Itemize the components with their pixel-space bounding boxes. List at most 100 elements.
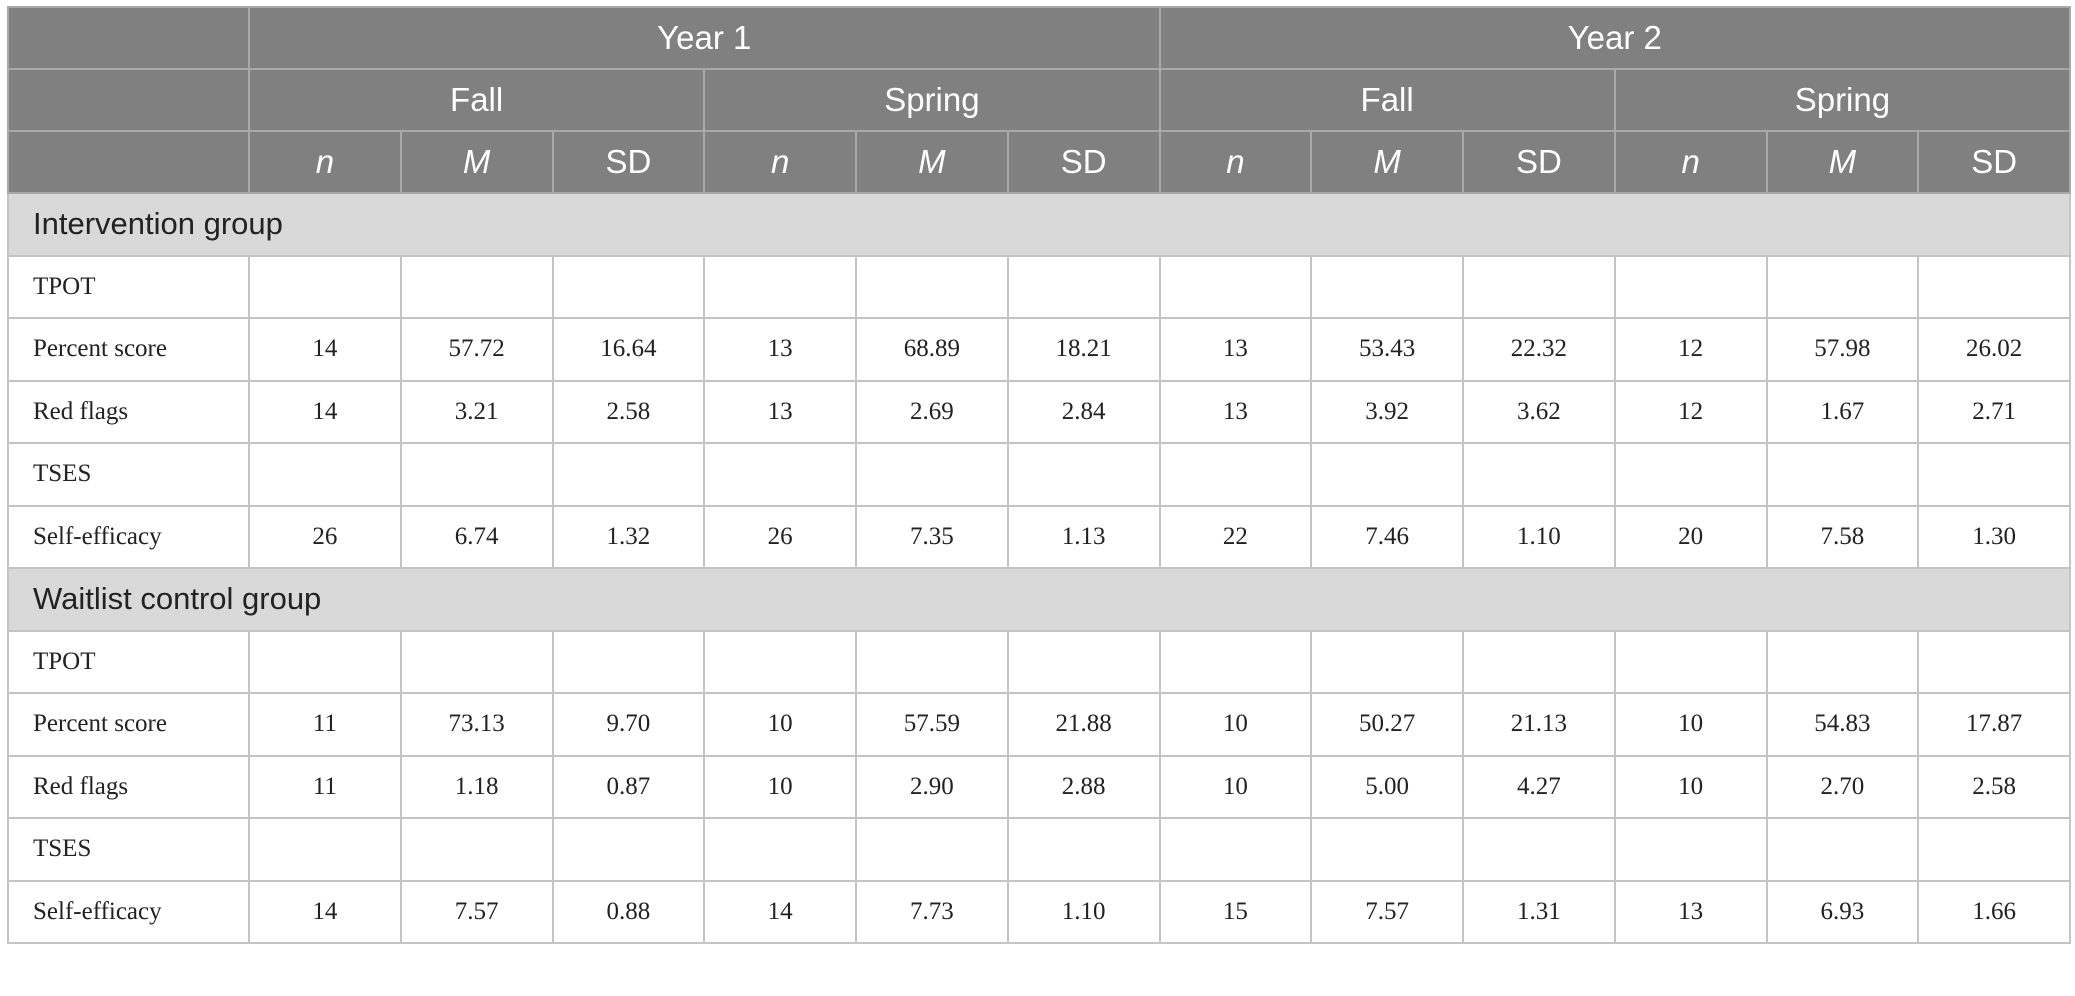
data-row: TSES bbox=[7, 817, 2072, 882]
stat-header: SD bbox=[551, 130, 706, 194]
empty-cell bbox=[399, 254, 554, 319]
data-cell: 13 bbox=[1158, 379, 1313, 444]
data-cell: 1.67 bbox=[1765, 379, 1920, 444]
season-header: Fall bbox=[1158, 68, 1616, 132]
data-cell: 1.31 bbox=[1462, 879, 1616, 944]
empty-cell bbox=[1462, 817, 1616, 882]
data-cell: 2.88 bbox=[1006, 754, 1161, 819]
data-cell: 2.58 bbox=[551, 379, 706, 444]
data-cell: 21.13 bbox=[1462, 692, 1616, 757]
data-cell: 18.21 bbox=[1006, 317, 1161, 382]
table-head: Year 1 Year 2 Fall Spring Fall Spring n M SD n M SD… bbox=[7, 6, 2072, 194]
stat-header: SD bbox=[1917, 130, 2072, 194]
data-cell: 1.66 bbox=[1917, 879, 2072, 944]
data-cell: 50.27 bbox=[1310, 692, 1465, 757]
empty-cell bbox=[248, 629, 402, 694]
data-cell: 3.21 bbox=[399, 379, 554, 444]
stat-header: M bbox=[399, 130, 554, 194]
data-cell: 7.35 bbox=[855, 504, 1009, 569]
empty-cell bbox=[1158, 442, 1313, 507]
data-cell: 10 bbox=[1158, 692, 1313, 757]
empty-cell bbox=[248, 254, 402, 319]
data-cell: 2.90 bbox=[855, 754, 1009, 819]
data-row: Red flags 14 3.21 2.58 13 2.69 2.84 13 3.92 3.62 1… bbox=[7, 379, 2072, 444]
group-row: Intervention group bbox=[6, 192, 2072, 257]
empty-cell bbox=[1462, 629, 1616, 694]
season-header: Spring bbox=[1613, 68, 2072, 132]
empty-cell bbox=[1917, 254, 2072, 319]
data-cell: 14 bbox=[248, 879, 402, 944]
empty-cell bbox=[1310, 442, 1465, 507]
data-cell: 12 bbox=[1613, 379, 1768, 444]
data-row: Percent score 14 57.72 16.64 13 68.89 18.21 13 5… bbox=[7, 317, 2072, 382]
empty-cell bbox=[1917, 629, 2072, 694]
empty-cell bbox=[1310, 629, 1465, 694]
stat-header: n bbox=[248, 130, 402, 194]
row-label: Percent score bbox=[7, 692, 250, 757]
table-body: Intervention group TPOT Percent score 14 57.… bbox=[6, 192, 2072, 944]
row-label: Self-efficacy bbox=[7, 879, 250, 944]
header-row: Year 1 Year 2 bbox=[7, 6, 2072, 70]
data-cell: 15 bbox=[1158, 879, 1313, 944]
data-cell: 7.46 bbox=[1310, 504, 1465, 569]
stat-header: M bbox=[855, 130, 1009, 194]
data-cell: 0.87 bbox=[551, 754, 706, 819]
stat-header: SD bbox=[1462, 130, 1616, 194]
empty-cell bbox=[703, 254, 857, 319]
empty-cell bbox=[1310, 254, 1465, 319]
stat-header: n bbox=[703, 130, 857, 194]
data-row: Percent score 11 73.13 9.70 10 57.59 21.88 10 50… bbox=[7, 692, 2072, 757]
empty-cell bbox=[551, 817, 706, 882]
empty-cell bbox=[703, 442, 857, 507]
data-cell: 14 bbox=[248, 317, 402, 382]
empty-cell bbox=[248, 442, 402, 507]
data-cell: 22 bbox=[1158, 504, 1313, 569]
data-row: Red flags 11 1.18 0.87 10 2.90 2.88 10 5.00 4.27 1… bbox=[7, 754, 2072, 819]
year-header: Year 2 bbox=[1158, 6, 2072, 70]
data-cell: 54.83 bbox=[1765, 692, 1920, 757]
corner-cell bbox=[7, 130, 250, 194]
data-cell: 6.74 bbox=[399, 504, 554, 569]
stat-header: M bbox=[1310, 130, 1465, 194]
data-cell: 7.57 bbox=[1310, 879, 1465, 944]
empty-cell bbox=[703, 817, 857, 882]
data-cell: 2.71 bbox=[1917, 379, 2072, 444]
empty-cell bbox=[248, 817, 402, 882]
empty-cell bbox=[855, 817, 1009, 882]
empty-cell bbox=[1006, 254, 1161, 319]
data-cell: 26 bbox=[248, 504, 402, 569]
empty-cell bbox=[1158, 817, 1313, 882]
data-cell: 3.62 bbox=[1462, 379, 1616, 444]
empty-cell bbox=[1613, 817, 1768, 882]
stat-header: n bbox=[1158, 130, 1313, 194]
data-row: TPOT bbox=[7, 629, 2072, 694]
data-cell: 6.93 bbox=[1765, 879, 1920, 944]
data-cell: 0.88 bbox=[551, 879, 706, 944]
season-header: Fall bbox=[247, 68, 706, 132]
empty-cell bbox=[1765, 254, 1920, 319]
empty-cell bbox=[399, 629, 554, 694]
empty-cell bbox=[1765, 442, 1920, 507]
data-cell: 26 bbox=[703, 504, 857, 569]
data-cell: 2.58 bbox=[1917, 754, 2072, 819]
data-cell: 10 bbox=[703, 754, 857, 819]
empty-cell bbox=[703, 629, 857, 694]
data-cell: 13 bbox=[703, 379, 857, 444]
data-cell: 13 bbox=[703, 317, 857, 382]
data-cell: 14 bbox=[248, 379, 402, 444]
row-label: TPOT bbox=[7, 254, 250, 319]
data-cell: 1.10 bbox=[1462, 504, 1616, 569]
data-cell: 21.88 bbox=[1006, 692, 1161, 757]
empty-cell bbox=[399, 442, 554, 507]
empty-cell bbox=[1310, 817, 1465, 882]
empty-cell bbox=[1006, 817, 1161, 882]
stat-header: SD bbox=[1006, 130, 1161, 194]
empty-cell bbox=[551, 442, 706, 507]
data-cell: 22.32 bbox=[1462, 317, 1616, 382]
data-cell: 9.70 bbox=[551, 692, 706, 757]
empty-cell bbox=[1765, 817, 1920, 882]
row-label: TSES bbox=[7, 442, 250, 507]
data-cell: 2.84 bbox=[1006, 379, 1161, 444]
empty-cell bbox=[551, 254, 706, 319]
